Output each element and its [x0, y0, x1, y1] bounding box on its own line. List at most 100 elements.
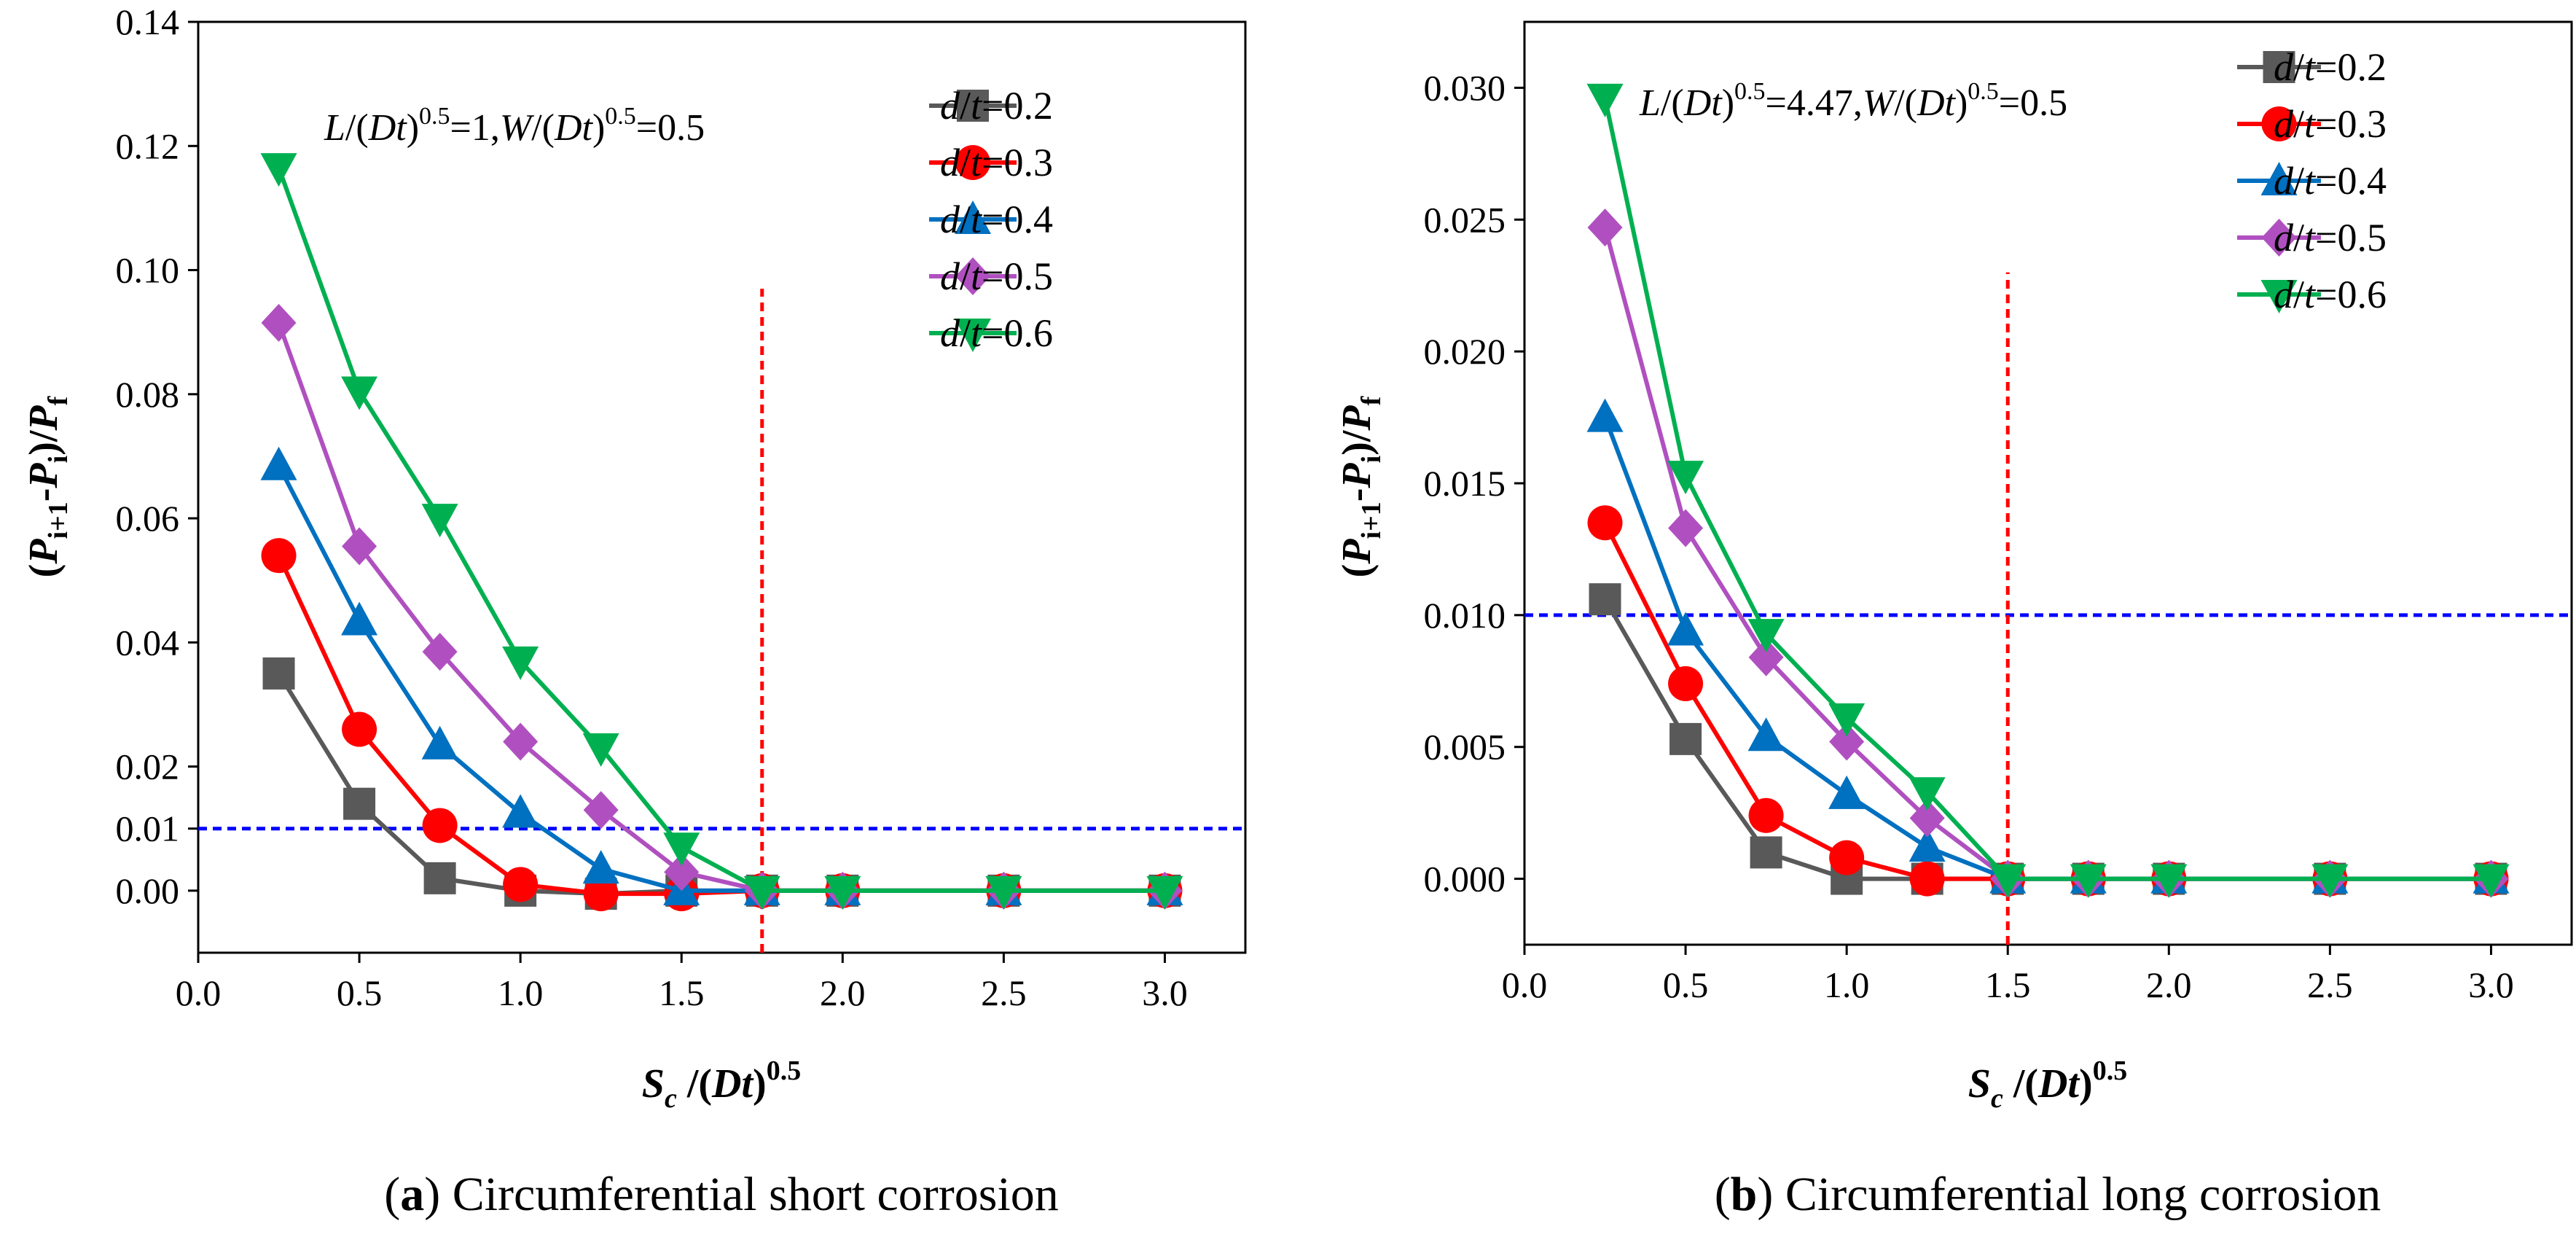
series-3 [1586, 398, 2510, 894]
series-5 [1586, 83, 2510, 898]
data-point [583, 791, 619, 830]
data-point [342, 527, 377, 566]
x-tick-label: 0.5 [1663, 964, 1709, 1005]
data-point [1586, 398, 1624, 432]
legend-item: d/t=0.6 [2237, 273, 2387, 316]
legend-item: d/t=0.2 [2237, 45, 2387, 89]
y-tick-label: 0.06 [116, 498, 180, 539]
series-line [1602, 598, 2491, 881]
series-5 [260, 153, 1183, 910]
plot-frame [197, 20, 1247, 954]
y-tick-label: 0.025 [1424, 199, 1506, 240]
data-point [1587, 505, 1623, 541]
data-point [1146, 875, 1183, 910]
legend-label: d/t=0.4 [940, 198, 1053, 241]
legend-marker [955, 200, 991, 234]
y-tick-label: 0.02 [116, 746, 180, 787]
data-point [260, 153, 297, 187]
series-line [276, 167, 1165, 893]
data-point [1828, 703, 1866, 737]
panel-a: 0.0 0.5 1.0 1.5 2.0 2.5 3.0 0.00 0.01 0.02 0.04 0.0… [21, 1, 1247, 1221]
data-point [2311, 864, 2349, 898]
y-tick-label: 0.00 [116, 870, 180, 911]
data-point [1667, 612, 1704, 646]
data-point [1748, 797, 1784, 833]
series-1 [1589, 583, 2508, 895]
legend-marker [2261, 106, 2297, 141]
axis-ticks: 0.0 0.5 1.0 1.5 2.0 2.5 3.0 0.000 0.005 0.010 0.01… [1424, 67, 2514, 1005]
series-line [276, 321, 1165, 893]
legend-item: d/t=0.3 [929, 141, 1053, 184]
y-tick-label: 0.08 [116, 374, 180, 415]
y-tick-label: 0.015 [1424, 463, 1506, 504]
x-tick-label: 3.0 [1142, 972, 1188, 1013]
data-point [1669, 722, 1702, 755]
legend-label: d/t=0.5 [940, 254, 1053, 298]
legend-label: d/t=0.5 [2274, 216, 2387, 260]
data-point [1668, 666, 1704, 701]
y-tick-label: 0.020 [1424, 331, 1506, 372]
legend-label: d/t=0.3 [2274, 102, 2387, 146]
y-tick-label: 0.030 [1424, 67, 1506, 108]
data-point [1829, 722, 1865, 761]
x-tick-label: 1.5 [659, 972, 705, 1013]
legend-item: d/t=0.2 [929, 84, 1053, 128]
x-tick-label: 3.0 [2468, 964, 2514, 1005]
legend-marker [2263, 51, 2295, 83]
legend-label: d/t=0.3 [940, 141, 1053, 184]
y-tick-label: 0.12 [116, 125, 180, 166]
series-lines [260, 153, 1183, 912]
data-point [582, 733, 619, 768]
annotation: L/(Dt)0.5=4.47,W/(Dt)0.5=0.5 [1639, 78, 2067, 124]
series-line [276, 672, 1165, 897]
y-tick-label: 0.10 [116, 250, 180, 291]
x-tick-label: 1.0 [498, 972, 544, 1013]
series-line [1602, 227, 2491, 881]
y-tick-label: 0.04 [116, 622, 180, 663]
legend-item: d/t=0.5 [929, 254, 1053, 298]
data-point [582, 850, 619, 884]
series-line [276, 554, 1165, 897]
data-point [664, 853, 700, 891]
data-point [1908, 828, 1946, 862]
data-point [2070, 864, 2107, 898]
data-point [422, 808, 458, 843]
data-point [1828, 775, 1866, 809]
data-point [423, 862, 456, 894]
series-line [1602, 98, 2491, 881]
legend-label: d/t=0.4 [2274, 159, 2387, 203]
data-point [2473, 864, 2510, 898]
caption: (a) Circumferential short corrosion [384, 1168, 1059, 1221]
y-tick-label: 0.01 [116, 808, 180, 849]
x-tick-label: 1.0 [1824, 964, 1870, 1005]
data-point [1748, 638, 1784, 676]
data-point [261, 538, 297, 574]
y-axis-label: (Pi+1-Pi)/Pf [21, 395, 74, 577]
y-tick-label: 0.010 [1424, 595, 1506, 636]
data-point [421, 504, 458, 538]
x-tick-label: 2.0 [2146, 964, 2192, 1005]
legend-marker [957, 90, 989, 122]
data-point [422, 633, 458, 671]
data-point [1989, 864, 2027, 898]
x-tick-label: 1.5 [1985, 964, 2031, 1005]
legend-item: d/t=0.5 [2237, 216, 2387, 260]
x-tick-label: 0.0 [1502, 964, 1548, 1005]
data-point [985, 875, 1022, 910]
y-tick-label: 0.000 [1424, 859, 1506, 900]
x-tick-label: 2.0 [820, 972, 866, 1013]
data-point [1667, 461, 1704, 495]
x-axis-label: Sc /(Dt)0.5 [1968, 1055, 2127, 1114]
data-point [1829, 840, 1865, 875]
legend-item: d/t=0.3 [2237, 102, 2387, 146]
x-tick-label: 2.5 [981, 972, 1027, 1013]
data-point [663, 832, 700, 867]
series-3 [260, 446, 1183, 905]
data-point [1587, 208, 1623, 247]
legend-marker [955, 145, 990, 180]
legend-item: d/t=0.4 [2237, 159, 2387, 203]
legend-marker [955, 319, 991, 352]
series-2 [1587, 505, 2509, 897]
legend: d/t=0.2 d/t=0.3 d/t=0.4 d/t=0.5 d/t=0.6 [2237, 45, 2387, 316]
data-point [1750, 836, 1782, 869]
